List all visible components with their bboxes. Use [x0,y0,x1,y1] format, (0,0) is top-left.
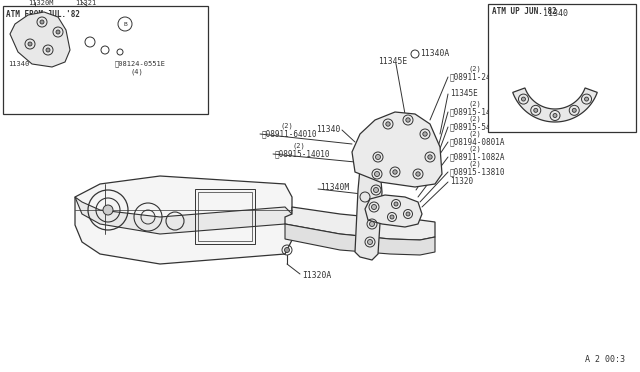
Text: (2): (2) [468,66,481,72]
Circle shape [390,215,394,219]
Circle shape [393,170,397,174]
Circle shape [584,97,589,101]
Polygon shape [75,197,292,234]
Circle shape [103,205,113,215]
Bar [3,6,208,114]
Circle shape [428,155,432,159]
Text: 11320M: 11320M [28,0,54,6]
Text: 11340: 11340 [8,61,29,67]
Polygon shape [10,12,70,67]
Polygon shape [513,88,597,122]
Circle shape [28,42,32,46]
Text: Ⓑ08194-0801A: Ⓑ08194-0801A [450,138,506,147]
Bar [488,4,636,132]
Bar [195,189,255,244]
Circle shape [376,154,381,160]
Text: Ⓥ08915-14010: Ⓥ08915-14010 [275,150,330,158]
Bar [198,192,252,241]
Text: 11340: 11340 [543,10,568,19]
Text: ATM FROM JUL.'82: ATM FROM JUL.'82 [6,10,80,19]
Text: I1320A: I1320A [302,270,332,279]
Circle shape [406,212,410,216]
Circle shape [386,122,390,126]
Circle shape [394,202,398,206]
Circle shape [367,240,372,244]
Text: 11340: 11340 [316,125,340,135]
Text: 11345E: 11345E [378,58,407,67]
Text: Ⓑ08124-0551E: Ⓑ08124-0551E [115,61,166,67]
Circle shape [374,187,378,192]
Circle shape [416,172,420,176]
Polygon shape [352,112,442,187]
Text: B: B [123,22,127,26]
Text: (2): (2) [468,146,481,152]
Text: 11345E: 11345E [450,90,477,99]
Polygon shape [365,195,422,227]
Text: 11340A: 11340A [420,49,449,58]
Text: (4): (4) [130,69,143,75]
Text: ATM UP JUN.'82: ATM UP JUN.'82 [492,7,557,16]
Circle shape [40,20,44,24]
Circle shape [369,221,374,227]
Text: (2): (2) [468,101,481,107]
Text: (2): (2) [468,131,481,137]
Circle shape [374,171,380,176]
Text: 11340M: 11340M [320,183,349,192]
Text: (2): (2) [280,123,292,129]
Text: (2): (2) [468,161,481,167]
Circle shape [285,247,289,253]
Circle shape [371,205,376,209]
Polygon shape [75,176,292,264]
Text: 11321: 11321 [75,0,96,6]
Text: Ⓝ08911-1082A: Ⓝ08911-1082A [450,153,506,161]
Text: Ⓥ08915-54010: Ⓥ08915-54010 [450,122,506,131]
Circle shape [534,108,538,112]
Text: Ⓥ08915-14010: Ⓥ08915-14010 [450,108,506,116]
Text: 11320: 11320 [450,177,473,186]
Text: (2): (2) [468,116,481,122]
Polygon shape [285,207,435,240]
Circle shape [423,132,428,136]
Circle shape [46,48,50,52]
Circle shape [406,118,410,122]
Circle shape [572,108,576,112]
Circle shape [522,97,525,101]
Text: Ⓝ08911-64010: Ⓝ08911-64010 [262,129,317,138]
Polygon shape [355,142,382,260]
Circle shape [56,30,60,34]
Text: Ⓥ08915-13810: Ⓥ08915-13810 [450,167,506,176]
Circle shape [553,113,557,118]
Text: A 2 00:3: A 2 00:3 [585,355,625,364]
Text: (2): (2) [293,143,306,149]
Text: Ⓝ08911-24010: Ⓝ08911-24010 [450,73,506,81]
Polygon shape [285,224,435,255]
